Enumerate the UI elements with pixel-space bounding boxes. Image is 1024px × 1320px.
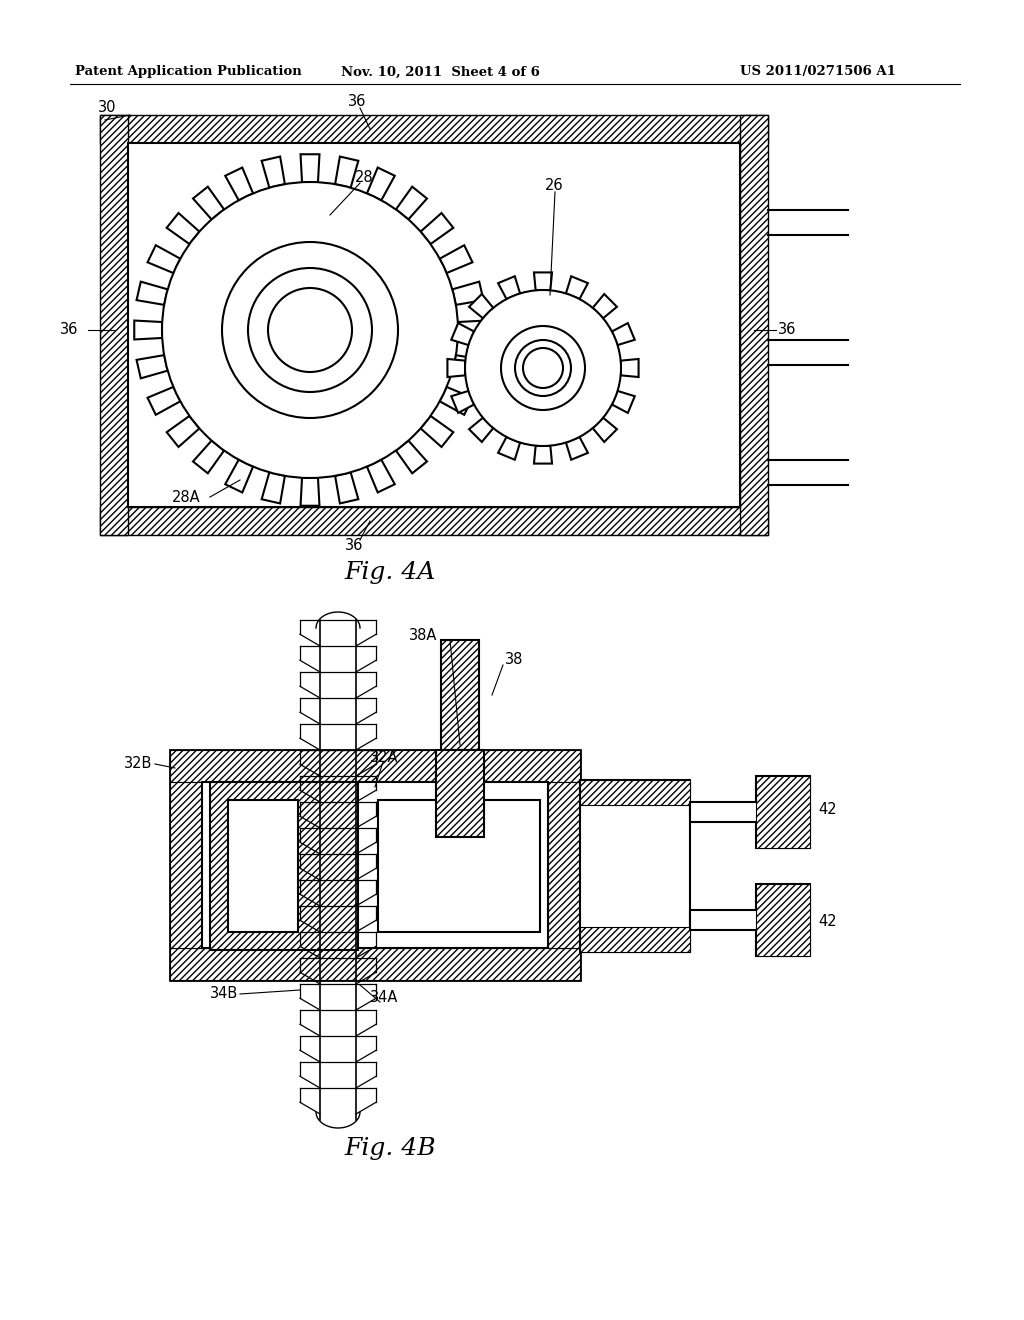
Polygon shape bbox=[690, 776, 810, 847]
Bar bbox=[210, 781, 358, 950]
Polygon shape bbox=[469, 417, 494, 442]
Text: Fig. 4B: Fig. 4B bbox=[344, 1137, 436, 1159]
Circle shape bbox=[162, 182, 458, 478]
Bar bbox=[756, 884, 810, 956]
Text: 36: 36 bbox=[345, 537, 364, 553]
Bar bbox=[170, 750, 580, 979]
Polygon shape bbox=[136, 355, 168, 379]
Polygon shape bbox=[498, 437, 520, 459]
Text: Fig. 4A: Fig. 4A bbox=[344, 561, 435, 583]
Polygon shape bbox=[593, 294, 617, 318]
Polygon shape bbox=[439, 246, 472, 273]
Polygon shape bbox=[452, 391, 474, 413]
Bar bbox=[378, 800, 540, 932]
Polygon shape bbox=[225, 168, 253, 201]
Circle shape bbox=[523, 348, 563, 388]
Text: 36: 36 bbox=[778, 322, 797, 338]
Polygon shape bbox=[262, 473, 285, 503]
Bar bbox=[580, 927, 690, 952]
Polygon shape bbox=[534, 446, 552, 463]
Polygon shape bbox=[147, 387, 180, 414]
Polygon shape bbox=[396, 441, 427, 474]
Polygon shape bbox=[335, 473, 358, 503]
Polygon shape bbox=[335, 157, 358, 187]
Text: 38: 38 bbox=[505, 652, 523, 668]
Polygon shape bbox=[566, 276, 588, 300]
Polygon shape bbox=[300, 154, 319, 182]
Polygon shape bbox=[147, 246, 180, 273]
Bar bbox=[170, 750, 580, 781]
Text: 42: 42 bbox=[818, 803, 837, 817]
Circle shape bbox=[268, 288, 352, 372]
Polygon shape bbox=[193, 441, 224, 474]
Text: 36: 36 bbox=[348, 95, 367, 110]
Bar bbox=[228, 800, 298, 932]
Bar bbox=[548, 781, 580, 948]
Text: 32A: 32A bbox=[370, 750, 398, 764]
Text: 38A: 38A bbox=[409, 627, 437, 643]
Polygon shape bbox=[136, 281, 168, 305]
Text: 30: 30 bbox=[98, 99, 117, 115]
Polygon shape bbox=[167, 416, 200, 447]
Text: 42: 42 bbox=[818, 915, 837, 929]
Polygon shape bbox=[612, 391, 635, 413]
Polygon shape bbox=[262, 157, 285, 187]
Polygon shape bbox=[421, 213, 454, 244]
Bar bbox=[441, 640, 479, 750]
Polygon shape bbox=[534, 272, 552, 290]
Text: 28: 28 bbox=[355, 170, 374, 186]
Polygon shape bbox=[193, 186, 224, 219]
Polygon shape bbox=[690, 884, 810, 956]
Bar bbox=[100, 115, 128, 535]
Bar bbox=[756, 776, 810, 847]
Text: US 2011/0271506 A1: US 2011/0271506 A1 bbox=[740, 66, 896, 78]
Polygon shape bbox=[367, 168, 395, 201]
Polygon shape bbox=[396, 186, 427, 219]
Polygon shape bbox=[452, 323, 474, 345]
Text: 32B: 32B bbox=[124, 755, 152, 771]
Polygon shape bbox=[421, 416, 454, 447]
Bar bbox=[436, 750, 484, 837]
Polygon shape bbox=[134, 321, 162, 339]
Polygon shape bbox=[566, 437, 588, 459]
Text: Patent Application Publication: Patent Application Publication bbox=[75, 66, 302, 78]
Bar bbox=[580, 780, 690, 952]
Text: 36: 36 bbox=[60, 322, 79, 338]
Polygon shape bbox=[469, 294, 494, 318]
Polygon shape bbox=[447, 359, 465, 378]
Bar bbox=[100, 507, 768, 535]
Text: Nov. 10, 2011  Sheet 4 of 6: Nov. 10, 2011 Sheet 4 of 6 bbox=[341, 66, 540, 78]
Polygon shape bbox=[453, 281, 483, 305]
Polygon shape bbox=[621, 359, 639, 378]
Text: 28A: 28A bbox=[172, 491, 201, 506]
Polygon shape bbox=[167, 213, 200, 244]
Bar bbox=[740, 115, 768, 535]
Bar bbox=[100, 115, 768, 143]
Polygon shape bbox=[593, 417, 617, 442]
Polygon shape bbox=[367, 459, 395, 492]
Polygon shape bbox=[458, 321, 485, 339]
Bar bbox=[128, 143, 740, 507]
Text: 26: 26 bbox=[545, 177, 563, 193]
Polygon shape bbox=[612, 323, 635, 345]
Polygon shape bbox=[498, 276, 520, 300]
Polygon shape bbox=[439, 387, 472, 414]
Circle shape bbox=[465, 290, 621, 446]
Polygon shape bbox=[453, 355, 483, 379]
Bar bbox=[202, 781, 548, 948]
Polygon shape bbox=[225, 459, 253, 492]
Bar bbox=[170, 781, 202, 948]
Bar bbox=[580, 780, 690, 805]
Text: 34B: 34B bbox=[210, 986, 239, 1001]
Polygon shape bbox=[300, 478, 319, 506]
Bar bbox=[170, 948, 580, 979]
Text: 34A: 34A bbox=[370, 990, 398, 1005]
